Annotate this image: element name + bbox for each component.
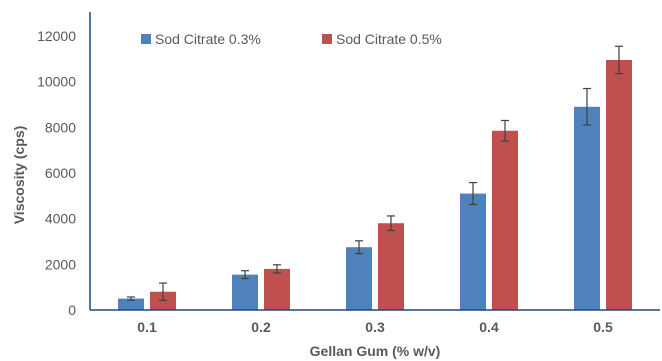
bar-series-1-0-4 xyxy=(460,193,486,310)
axes-layer xyxy=(89,12,660,311)
x-tick-label: 0.4 xyxy=(479,319,499,335)
bar-series-2-0-2 xyxy=(264,268,290,310)
y-tick-label: 6000 xyxy=(45,165,76,181)
error-bar xyxy=(159,282,167,302)
y-tick-label: 12000 xyxy=(37,28,76,44)
bar-series-1-0-1 xyxy=(118,298,144,310)
x-axis-title: Gellan Gum (% w/v) xyxy=(310,343,441,359)
error-bar xyxy=(273,264,281,274)
legend-label-sod-citrate-0-3: Sod Citrate 0.3% xyxy=(155,31,261,47)
legend-label-sod-citrate-0-5: Sod Citrate 0.5% xyxy=(336,31,442,47)
x-tick-label: 0.5 xyxy=(593,319,613,335)
bar-series-2-0-5 xyxy=(606,59,632,310)
error-bars-layer xyxy=(127,45,623,302)
bar-series-1-0-5 xyxy=(574,106,600,311)
x-tick-label: 0.2 xyxy=(251,319,271,335)
legend-swatch-sod-citrate-0-3 xyxy=(141,34,151,44)
error-bar xyxy=(127,296,135,301)
error-bar xyxy=(355,240,363,255)
error-bar xyxy=(583,87,591,126)
y-tick-label: 0 xyxy=(68,302,76,318)
y-tick-label: 4000 xyxy=(45,211,76,227)
bar-series-1-0-3 xyxy=(346,247,372,310)
x-tick-label: 0.1 xyxy=(137,319,157,335)
legend: Sod Citrate 0.3% Sod Citrate 0.5% xyxy=(141,31,442,47)
x-tick-label: 0.3 xyxy=(365,319,385,335)
error-bar xyxy=(615,45,623,75)
bar-series-1-0-2 xyxy=(232,274,258,310)
error-bar xyxy=(387,215,395,232)
bar-series-2-0-3 xyxy=(378,223,404,310)
y-axis-title: Viscosity (cps) xyxy=(11,126,27,225)
y-tick-label: 2000 xyxy=(45,256,76,272)
y-tick-label: 10000 xyxy=(37,74,76,90)
error-bar xyxy=(241,270,249,280)
legend-swatch-sod-citrate-0-5 xyxy=(322,34,332,44)
error-bar xyxy=(501,119,509,142)
y-tick-label: 8000 xyxy=(45,119,76,135)
y-tick-labels: 0 2000 4000 6000 8000 10000 12000 xyxy=(37,28,76,318)
x-tick-labels: 0.1 0.2 0.3 0.4 0.5 xyxy=(137,319,613,335)
bars-layer xyxy=(118,59,632,311)
bar-series-2-0-4 xyxy=(492,130,518,310)
error-bar xyxy=(469,181,477,206)
